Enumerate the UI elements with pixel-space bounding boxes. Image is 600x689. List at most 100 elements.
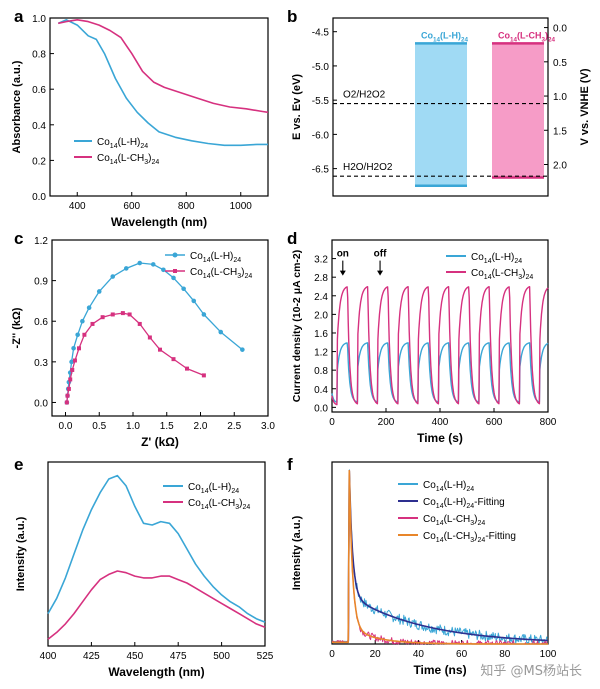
data-point (201, 373, 206, 378)
annotation-arrowhead (339, 270, 346, 276)
x-tick-label: 600 (486, 417, 503, 428)
tspan: 3 (470, 537, 474, 544)
data-point (100, 315, 105, 320)
legend-label: Co14​(L-CH3)24​ (190, 267, 252, 280)
tspan: (L-H) (118, 137, 141, 148)
tspan: (L-CH (444, 514, 471, 525)
axes-b (332, 17, 549, 197)
data-point (110, 312, 115, 317)
tspan: (L-CH (209, 498, 236, 509)
series-line (66, 312, 205, 403)
data-point (71, 346, 76, 351)
tspan: Co (190, 267, 203, 278)
y-tick-label: 0.2 (32, 156, 46, 167)
y-tick-label: -6.0 (312, 130, 330, 141)
x-axis-label: Z' (kΩ) (141, 435, 179, 449)
tspan: (L-H) (492, 252, 515, 263)
tspan: 3 (144, 159, 148, 166)
tspan: Co (423, 497, 436, 508)
tspan: 3 (542, 36, 546, 43)
x-tick-label: 800 (540, 417, 557, 428)
y-tick-label: -5.0 (312, 62, 330, 73)
x-tick-label: 0.5 (92, 421, 106, 432)
y-tick-label: 0.8 (32, 50, 46, 61)
data-point (171, 357, 176, 362)
y-tick-label: 1.0 (32, 14, 46, 25)
y-tick-label: 3.2 (314, 255, 328, 266)
x-axis-label: Time (ns) (413, 663, 466, 677)
tspan: 24 (243, 504, 251, 511)
tspan: (L-CH (517, 30, 542, 40)
x-tick-label: 80 (499, 649, 511, 660)
legend-label: Co14​(L-CH3)24​ (97, 153, 159, 166)
panel-letter: b (287, 7, 297, 26)
legend-label: Co14​(L-H)24​ (471, 252, 522, 265)
y-tick-label: 2.4 (314, 292, 328, 303)
legend-label: Co14​(L-CH3)24​-Fitting (423, 531, 516, 544)
y-tick-label: 1.2 (314, 348, 328, 359)
tspan: 24 (231, 488, 239, 495)
x-tick-label: 60 (456, 649, 468, 660)
tspan: 14 (484, 274, 492, 281)
axes-a (49, 17, 269, 197)
data-point (150, 262, 156, 267)
series-line (331, 286, 549, 406)
data-point (75, 332, 80, 338)
x-tick-label: 20 (370, 649, 382, 660)
legend-marker (172, 252, 178, 258)
panel-letter: a (14, 7, 24, 26)
tspan: ) (241, 267, 244, 278)
tspan: ) (474, 531, 477, 542)
legend-label: Co14​(L-H)24​ (188, 482, 239, 495)
tspan: Co (188, 498, 201, 509)
series-line (331, 469, 548, 645)
tspan: 24 (526, 274, 534, 281)
legend-label: Co14​(L-H)24​ (97, 137, 148, 150)
data-point (201, 312, 207, 317)
data-point (181, 286, 186, 292)
x-tick-label: 450 (126, 651, 143, 662)
band-bar (415, 43, 467, 186)
data-point (123, 266, 129, 271)
annotation-arrowhead (377, 270, 384, 276)
data-point (96, 289, 102, 294)
tspan: 24 (140, 143, 148, 150)
tspan: (L-H) (444, 480, 467, 491)
tspan: 14 (433, 36, 441, 43)
y-tick-label: -5.5 (312, 96, 330, 107)
tspan: 24 (461, 36, 469, 43)
tspan: (L-CH (211, 267, 238, 278)
tspan: 14 (201, 504, 209, 511)
x-tick-label: 2.0 (194, 421, 208, 432)
tspan: Co (498, 30, 510, 40)
y-axis-label: Intensity (a.u.) (15, 516, 27, 591)
tspan: 24 (152, 159, 160, 166)
tspan: ) (148, 153, 151, 164)
x-tick-label: 2.5 (227, 421, 241, 432)
series-line (58, 18, 269, 114)
data-point (69, 359, 74, 365)
tspan: ) (239, 498, 242, 509)
tspan: Co (190, 251, 203, 262)
x-axis-label: Wavelength (nm) (108, 665, 204, 679)
tspan: Co (97, 153, 110, 164)
panel-letter: e (14, 455, 23, 474)
data-point (70, 367, 75, 372)
x-tick-label: 800 (178, 201, 195, 212)
x-tick-label: 3.0 (261, 421, 275, 432)
data-point (68, 377, 73, 382)
y-tick-label: 0.3 (34, 358, 48, 369)
data-point (127, 312, 132, 317)
panel-letter: c (14, 229, 23, 248)
data-point (77, 346, 81, 351)
x-tick-label: 1000 (230, 201, 253, 212)
y-tick-label: 0.4 (32, 121, 46, 132)
y-tick-label: 0.0 (32, 192, 46, 203)
x-tick-label: 475 (170, 651, 187, 662)
x-tick-label: 400 (40, 651, 57, 662)
tspan: 24 (233, 257, 241, 264)
tspan: 14 (436, 520, 444, 527)
data-point (90, 321, 95, 326)
series-line (47, 474, 266, 623)
tspan: (L-H) (209, 482, 232, 493)
